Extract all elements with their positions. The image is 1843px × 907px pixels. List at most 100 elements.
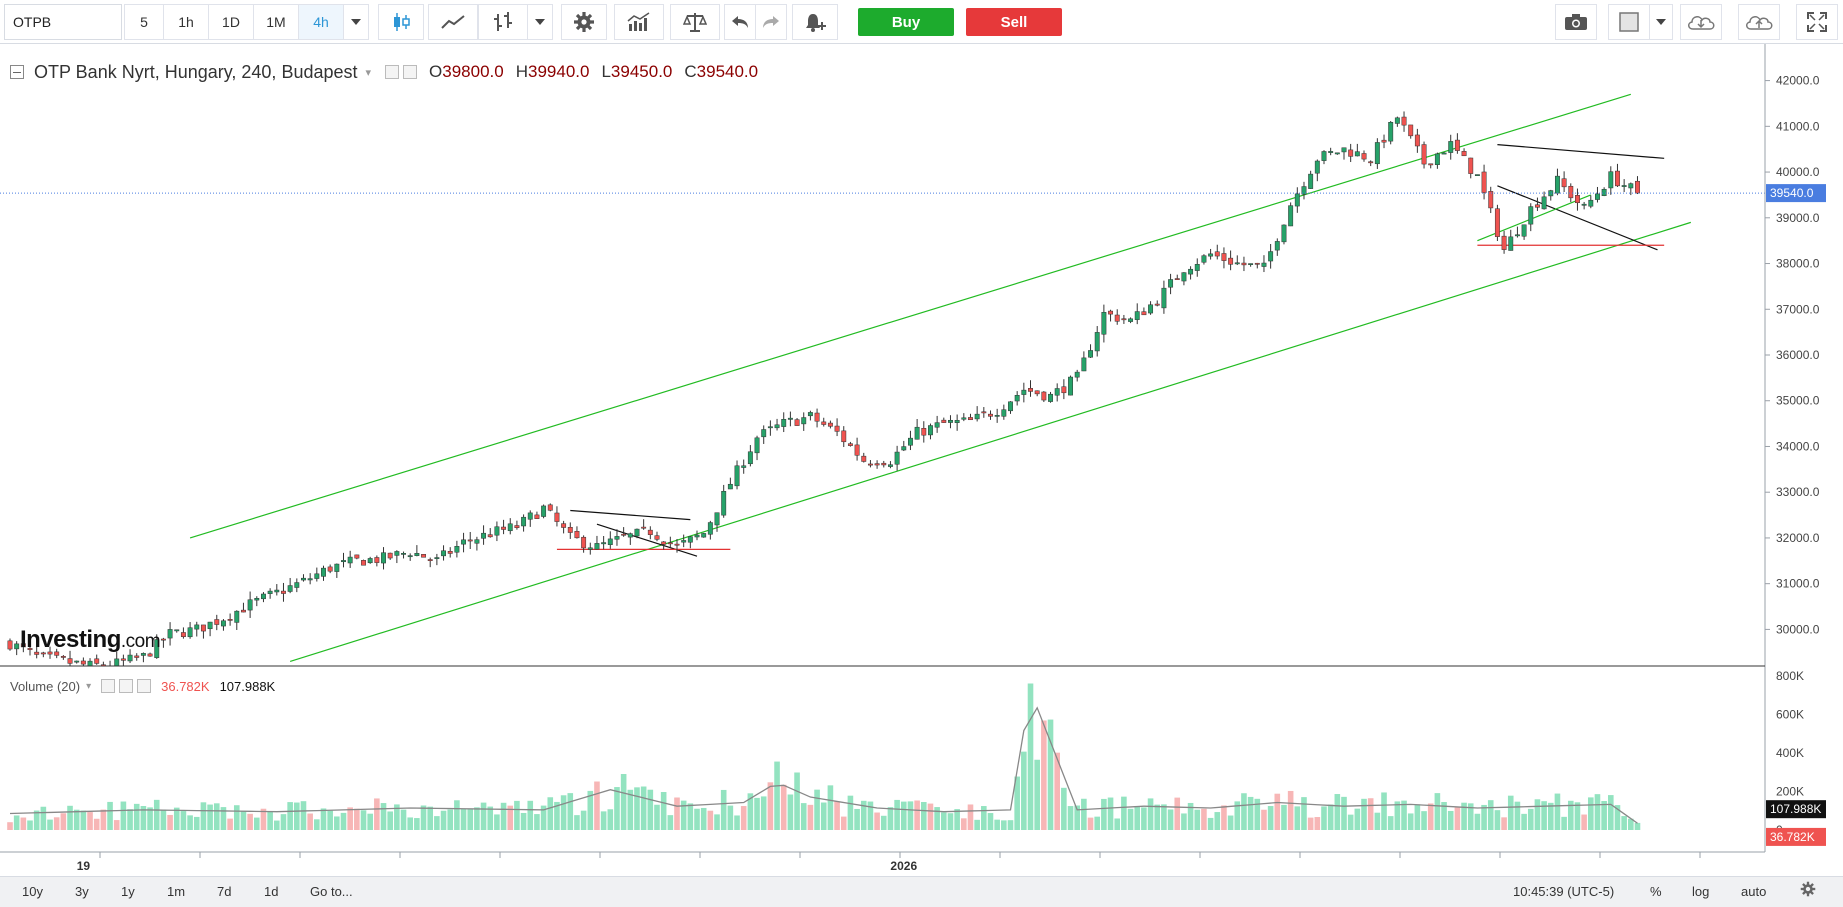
trendline-pattern-top[interactable] <box>570 509 691 521</box>
layout-button[interactable] <box>1608 4 1650 40</box>
candle <box>74 660 80 664</box>
volume-bar <box>120 801 127 830</box>
candle <box>40 651 46 658</box>
volume-bar <box>327 810 333 830</box>
interval-1h-button[interactable]: 1h <box>163 4 209 40</box>
volume-bar <box>820 802 827 830</box>
volume-bar <box>1541 801 1547 830</box>
eye-icon[interactable] <box>385 65 400 79</box>
interval-1d-button[interactable]: 1D <box>208 4 254 40</box>
eye-icon[interactable] <box>101 679 116 693</box>
candle <box>934 415 940 433</box>
trendline-pattern-bottom[interactable] <box>1497 185 1658 251</box>
price-chart[interactable] <box>0 44 1765 666</box>
indicators-button[interactable] <box>614 4 664 40</box>
screenshot-button[interactable] <box>1555 4 1597 40</box>
volume-bar <box>1081 798 1087 830</box>
volume-bar <box>1161 804 1167 830</box>
interval-dropdown-button[interactable] <box>343 4 369 40</box>
legend-chevron-icon[interactable]: ▾ <box>365 66 372 79</box>
candle <box>734 460 740 490</box>
goto-date-button[interactable]: Go to... <box>310 884 353 899</box>
settings-button[interactable] <box>561 4 607 40</box>
candle <box>881 460 887 468</box>
interval-4h-button[interactable]: 4h <box>298 4 344 40</box>
candle <box>154 634 160 659</box>
range-7d-button[interactable]: 7d <box>217 884 232 899</box>
sell-button[interactable]: Sell <box>966 8 1062 36</box>
range-1y-button[interactable]: 1y <box>121 884 135 899</box>
candle <box>1101 304 1107 343</box>
candle <box>1141 307 1147 316</box>
candle <box>1408 124 1414 139</box>
collapse-icon[interactable] <box>10 65 24 79</box>
buy-button[interactable]: Buy <box>858 8 954 36</box>
trendline-channel-lower[interactable] <box>289 221 1692 662</box>
log-scale-button[interactable]: log <box>1692 884 1710 899</box>
load-cloud-button[interactable] <box>1680 4 1722 40</box>
settings-small-icon[interactable] <box>119 679 134 693</box>
volume-bar <box>1001 820 1007 830</box>
volume-bar <box>927 803 934 830</box>
redo-button[interactable] <box>755 4 787 40</box>
candle <box>267 588 273 599</box>
candle <box>1074 369 1080 382</box>
volume-bar <box>607 809 614 830</box>
candle <box>1521 224 1527 240</box>
compare-button[interactable] <box>670 4 720 40</box>
trendline-channel-upper[interactable] <box>189 93 1631 539</box>
trendline-pattern-bottom[interactable] <box>596 523 698 557</box>
interval-5-button[interactable]: 5 <box>124 4 164 40</box>
chart-type-dropdown-button[interactable] <box>527 4 553 40</box>
auto-scale-button[interactable]: auto <box>1741 884 1767 899</box>
line-style-button[interactable] <box>428 4 478 40</box>
trendline-pattern-top[interactable] <box>1497 144 1665 159</box>
interval-1m-button[interactable]: 1M <box>253 4 299 40</box>
volume-bar <box>900 801 907 830</box>
layout-dropdown-button[interactable] <box>1649 4 1673 40</box>
candle <box>347 550 353 568</box>
candle <box>241 602 246 613</box>
candle <box>634 528 640 539</box>
symbol-input[interactable] <box>4 4 122 40</box>
candle <box>47 646 53 659</box>
candle <box>994 408 1000 423</box>
volume-bar <box>1381 792 1387 830</box>
bars-style-button[interactable] <box>478 4 528 40</box>
candle <box>761 425 767 444</box>
volume-tick-label: 600K <box>1776 707 1804 721</box>
volume-chart[interactable] <box>0 666 1765 844</box>
range-1d-button[interactable]: 1d <box>264 884 279 899</box>
candle <box>140 652 146 663</box>
save-cloud-button[interactable] <box>1738 4 1780 40</box>
candle <box>1541 191 1547 210</box>
range-1m-button[interactable]: 1m <box>167 884 186 899</box>
close-icon[interactable] <box>137 679 152 693</box>
candle <box>1595 186 1600 203</box>
candle <box>54 648 60 659</box>
bottom-settings-button[interactable] <box>1800 881 1816 900</box>
volume-chevron-icon[interactable]: ▾ <box>86 680 92 692</box>
candle <box>1348 143 1354 163</box>
volume-bar <box>547 797 554 830</box>
candle <box>1468 157 1474 179</box>
undo-button[interactable] <box>724 4 756 40</box>
volume-bar <box>227 818 233 830</box>
settings-small-icon[interactable] <box>403 65 418 79</box>
alert-button[interactable] <box>792 4 838 40</box>
volume-bar <box>800 803 807 830</box>
percent-scale-button[interactable]: % <box>1650 884 1662 899</box>
volume-bar <box>1227 815 1234 830</box>
candles-style-button[interactable] <box>378 4 424 40</box>
volume-bar <box>1094 816 1101 830</box>
volume-bar <box>1127 808 1134 830</box>
volume-bar <box>320 808 327 830</box>
volume-bar <box>514 800 520 830</box>
volume-bar <box>440 810 447 830</box>
range-10y-button[interactable]: 10y <box>22 884 43 899</box>
open-value: 39800.0 <box>442 62 504 81</box>
candle <box>474 536 480 551</box>
clock-label: 10:45:39 (UTC-5) <box>1513 884 1615 899</box>
range-3y-button[interactable]: 3y <box>75 884 89 899</box>
fullscreen-button[interactable] <box>1796 4 1838 40</box>
